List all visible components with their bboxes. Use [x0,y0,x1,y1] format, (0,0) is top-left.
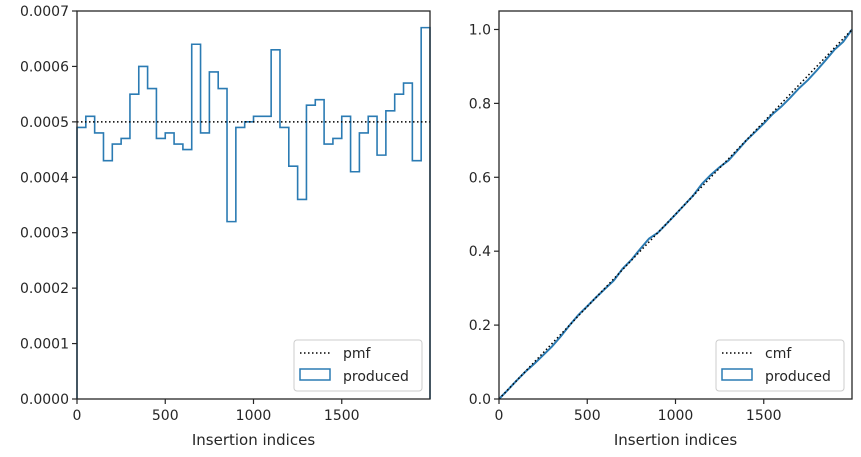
left-axes-frame [76,10,431,400]
right-x-tick-label: 0 [495,408,504,424]
left-legend-pmf-label: pmf [343,346,372,362]
left-y-tick-label: 0.0001 [20,337,69,353]
right-x-tick-label: 1000 [658,408,694,424]
left-x-ticks: 0 500 1000 1500 [73,399,360,424]
right-y-tick-label: 0.4 [469,244,491,260]
left-x-tick-label: 1000 [236,408,272,424]
right-y-tick-label: 0.8 [469,96,491,112]
right-x-axis-label: Insertion indices [614,431,737,449]
right-x-ticks: 0 500 1000 1500 [495,399,782,424]
right-cmf-line [498,28,853,400]
left-y-tick-label: 0.0007 [20,4,69,20]
left-x-tick-label: 500 [152,408,179,424]
right-legend: cmf produced [715,339,845,392]
left-y-ticks: 0.0000 0.0001 0.0002 0.0003 0.0004 0.0005 0.00… [20,4,77,408]
left-y-tick-label: 0.0003 [20,226,69,242]
right-legend-produced-swatch [721,368,753,381]
right-y-tick-label: 1.0 [469,22,491,38]
left-y-tick-label: 0.0002 [20,281,69,297]
left-x-tick-label: 0 [73,408,82,424]
right-y-tick-label: 0.6 [469,170,491,186]
left-legend-box [293,339,423,392]
right-produced-cumulative-line [498,28,853,400]
left-legend: pmf produced [293,339,423,392]
right-legend-box [715,339,845,392]
left-chart-panel: 0.0000 0.0001 0.0002 0.0003 0.0004 0.0005 0.00… [20,4,431,449]
right-legend-cmf-label: cmf [765,346,792,362]
left-legend-produced-swatch [299,368,331,381]
right-y-tick-label: 0.2 [469,318,491,334]
left-legend-produced-label: produced [343,369,409,385]
left-y-tick-label: 0.0004 [20,170,69,186]
left-x-tick-label: 1500 [324,408,360,424]
left-y-tick-label: 0.0000 [20,392,69,408]
right-axes-frame [498,10,853,400]
right-y-ticks: 0.0 0.2 0.4 0.6 0.8 1.0 [469,22,499,408]
left-y-tick-label: 0.0005 [20,115,69,131]
right-y-tick-label: 0.0 [469,392,491,408]
right-chart-panel: 0.0 0.2 0.4 0.6 0.8 1.0 0 500 1000 1500 Insertio… [469,10,853,449]
right-x-tick-label: 1500 [746,408,782,424]
right-x-tick-label: 500 [574,408,601,424]
left-x-axis-label: Insertion indices [192,431,315,449]
left-y-tick-label: 0.0006 [20,59,69,75]
right-legend-produced-label: produced [765,369,831,385]
